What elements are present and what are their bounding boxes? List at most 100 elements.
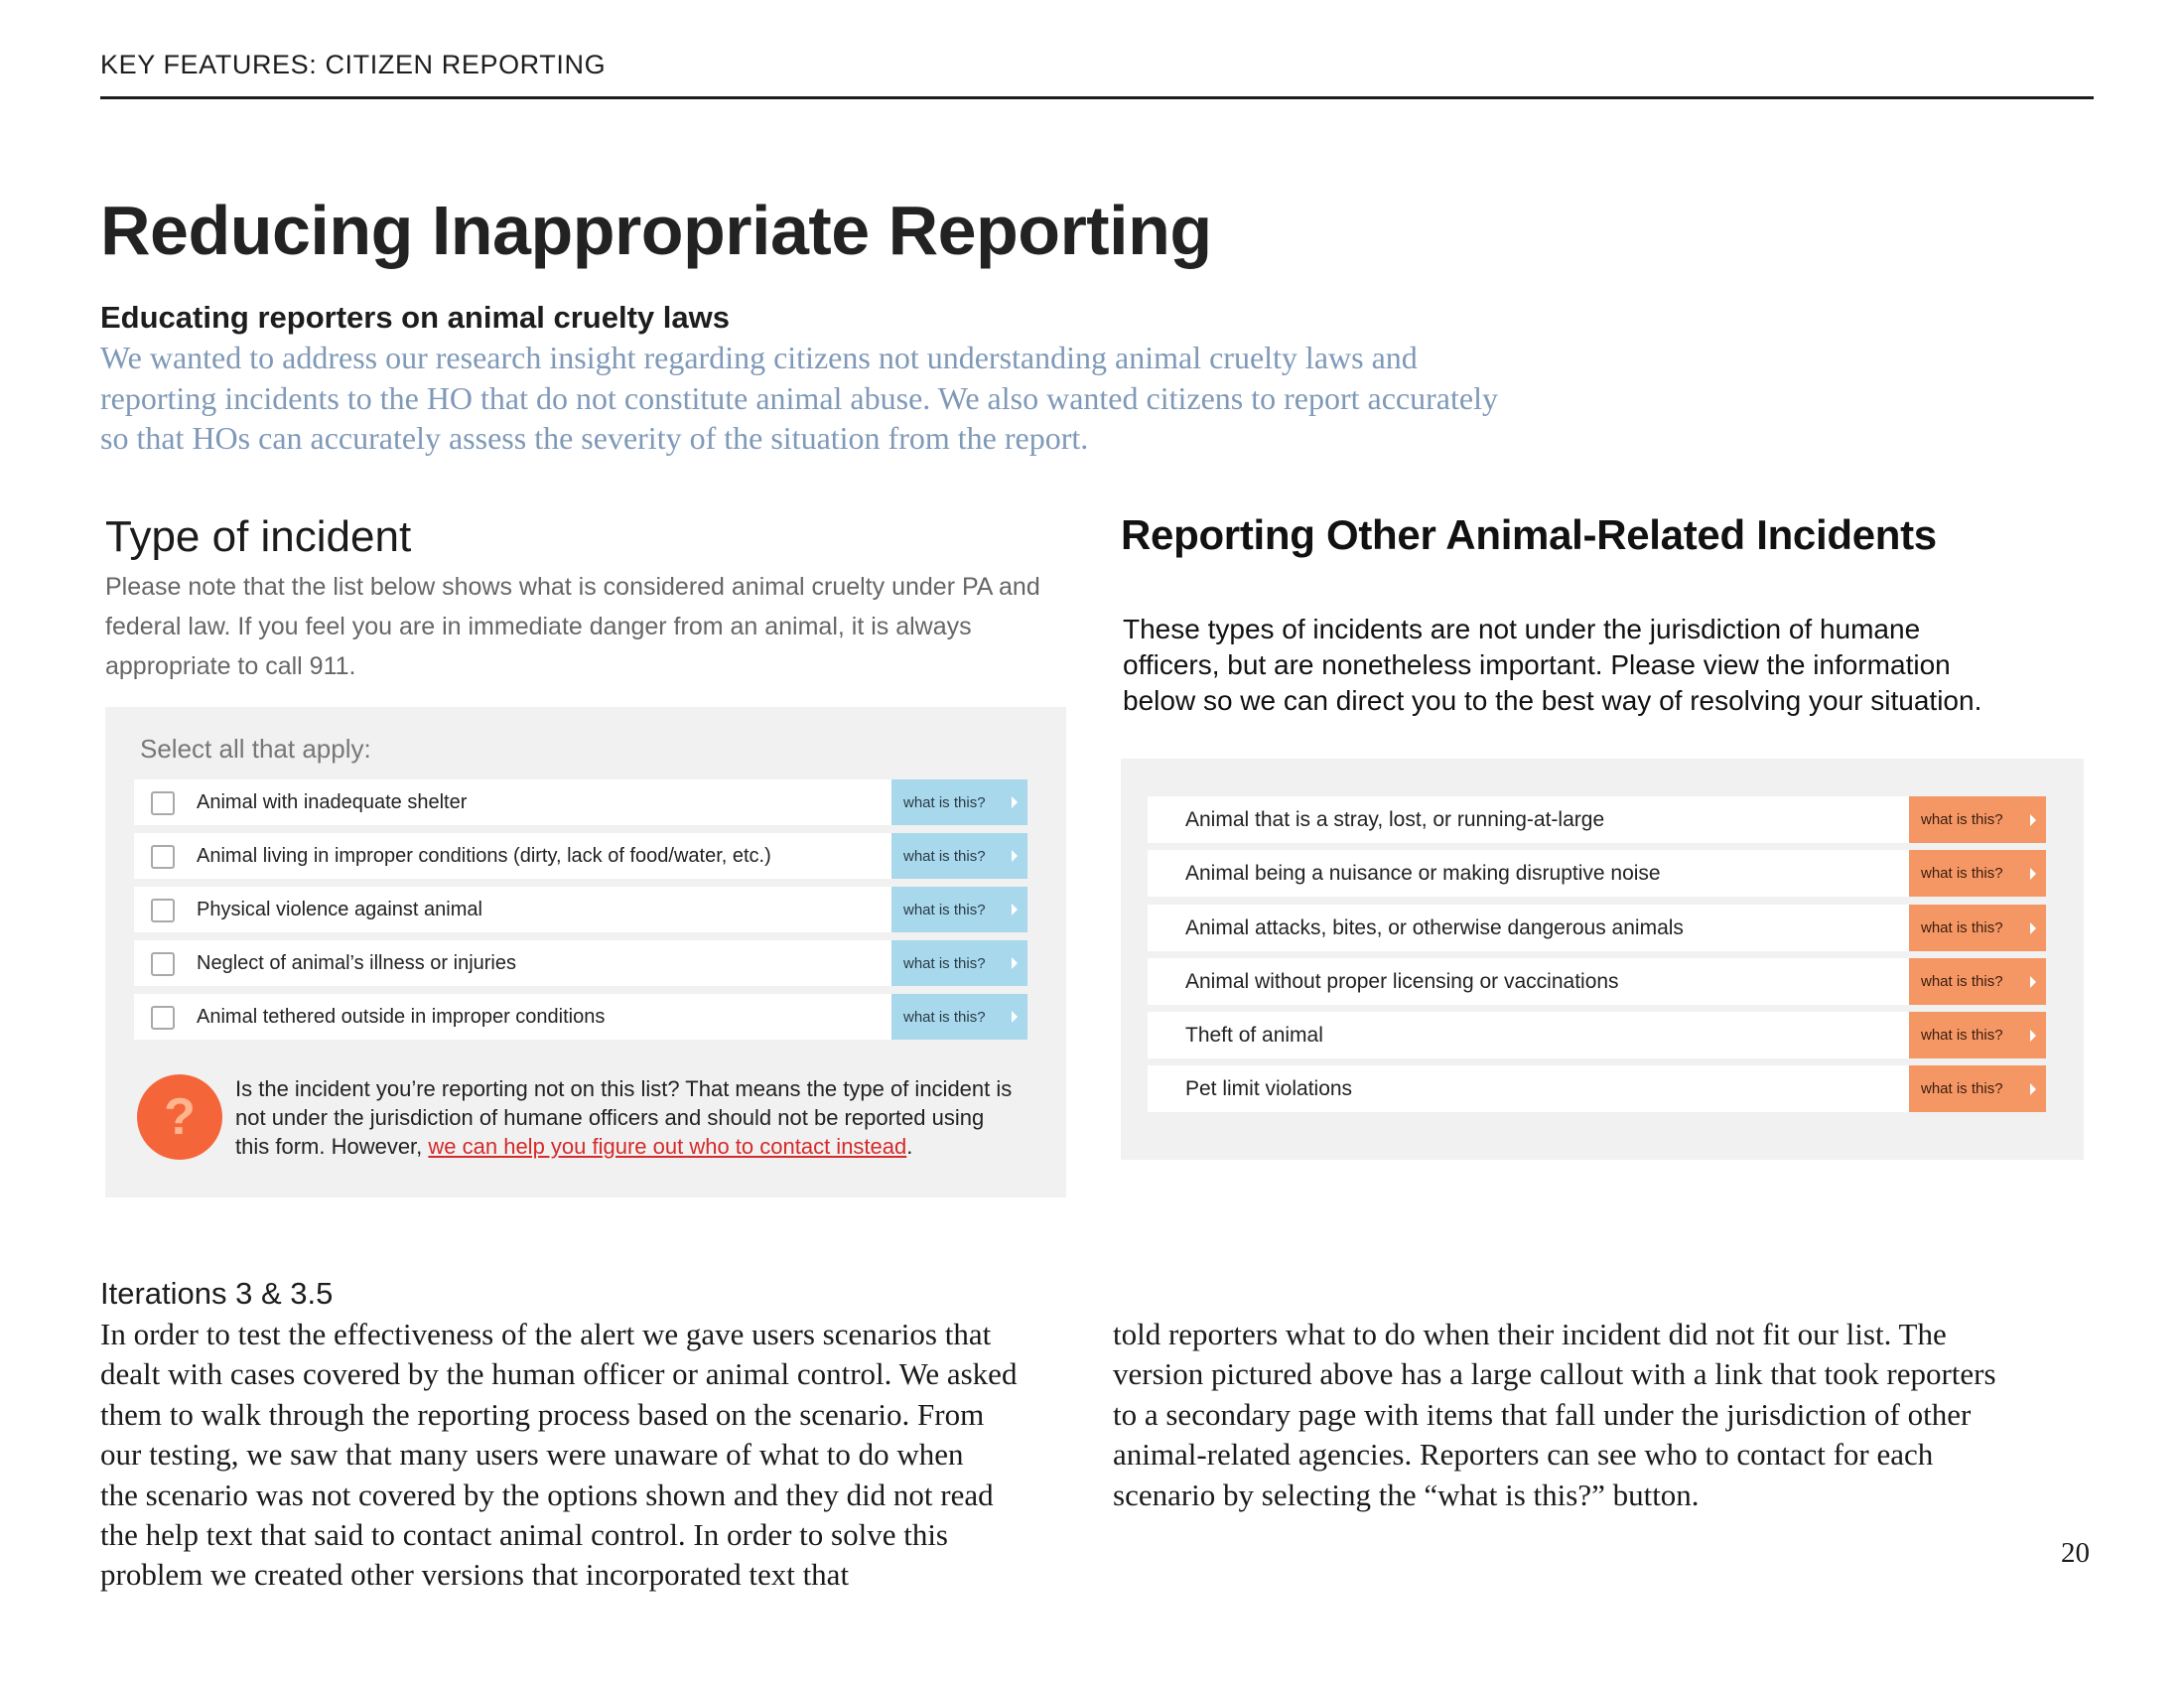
- chevron-right-icon: [1012, 796, 1018, 808]
- chevron-right-icon: [2030, 976, 2036, 988]
- chevron-right-icon: [2030, 868, 2036, 880]
- note-line: appropriate to call 911.: [105, 652, 356, 680]
- button-label: what is this?: [1921, 1027, 2003, 1044]
- body-column-right: told reporters what to do when their inc…: [1113, 1315, 2086, 1515]
- what-is-this-button[interactable]: what is this?: [1909, 1012, 2046, 1058]
- section-subhead: Educating reporters on animal cruelty la…: [100, 300, 730, 335]
- button-label: what is this?: [903, 954, 986, 972]
- callout-line: Is the incident you’re reporting not on …: [235, 1076, 1013, 1101]
- other-incident-row: Animal being a nuisance or making disrup…: [1148, 850, 2046, 897]
- option-label: Pet limit violations: [1185, 1077, 1353, 1100]
- running-head: KEY FEATURES: CITIZEN REPORTING: [100, 50, 607, 79]
- other-incident-row: Animal without proper licensing or vacci…: [1148, 958, 2046, 1005]
- button-label: what is this?: [1921, 811, 2003, 828]
- note-line: federal law. If you feel you are in imme…: [105, 613, 972, 640]
- what-is-this-button[interactable]: what is this?: [891, 887, 1027, 932]
- option-checkbox[interactable]: [151, 791, 175, 815]
- callout-line: this form. However,: [235, 1134, 429, 1159]
- option-checkbox[interactable]: [151, 899, 175, 922]
- body-line: scenario by selecting the “what is this?…: [1113, 1477, 1700, 1512]
- contact-help-link[interactable]: we can help you figure out who to contac…: [428, 1134, 907, 1159]
- option-label: Theft of animal: [1185, 1024, 1323, 1047]
- callout-line: not under the jurisdiction of humane off…: [235, 1105, 985, 1130]
- option-label: Animal being a nuisance or making disrup…: [1185, 862, 1661, 885]
- body-line: In order to test the effectiveness of th…: [100, 1317, 992, 1351]
- not-listed-callout: Is the incident you’re reporting not on …: [235, 1074, 1049, 1161]
- option-label: Animal living in improper conditions (di…: [197, 845, 771, 867]
- what-is-this-button[interactable]: what is this?: [891, 833, 1027, 879]
- option-label: Animal with inadequate shelter: [197, 791, 468, 813]
- desc-line: These types of incidents are not under t…: [1123, 614, 1921, 644]
- other-incident-row: Animal that is a stray, lost, or running…: [1148, 796, 2046, 843]
- chevron-right-icon: [1012, 904, 1018, 915]
- page-number: 20: [2061, 1537, 2090, 1569]
- body-line: dealt with cases covered by the human of…: [100, 1356, 1018, 1392]
- intro-line: We wanted to address our research insigh…: [100, 340, 1418, 375]
- chevron-right-icon: [2030, 1030, 2036, 1042]
- option-checkbox[interactable]: [151, 952, 175, 976]
- page-title: Reducing Inappropriate Reporting: [100, 192, 1212, 269]
- button-label: what is this?: [1921, 973, 2003, 990]
- incident-option-row: Animal living in improper conditions (di…: [134, 833, 1027, 879]
- body-line: the help text that said to contact anima…: [100, 1517, 948, 1553]
- intro-line: so that HOs can accurately assess the se…: [100, 420, 1089, 456]
- header-divider: [100, 96, 2094, 99]
- button-label: what is this?: [903, 1008, 986, 1026]
- chevron-right-icon: [1012, 957, 1018, 969]
- other-incidents-title: Reporting Other Animal-Related Incidents: [1121, 511, 1937, 558]
- incident-note: Please note that the list below shows wh…: [105, 567, 1058, 686]
- what-is-this-button[interactable]: what is this?: [1909, 958, 2046, 1005]
- body-column-left: In order to test the effectiveness of th…: [100, 1315, 1093, 1596]
- body-line: our testing, we saw that many users were…: [100, 1437, 964, 1473]
- option-label: Animal attacks, bites, or otherwise dang…: [1185, 916, 1684, 939]
- what-is-this-button[interactable]: what is this?: [1909, 905, 2046, 951]
- button-label: what is this?: [903, 793, 986, 811]
- other-incidents-panel: Animal that is a stray, lost, or running…: [1121, 759, 2084, 1160]
- other-incidents-description: These types of incidents are not under t…: [1123, 612, 2016, 719]
- chevron-right-icon: [2030, 1083, 2036, 1095]
- chevron-right-icon: [2030, 922, 2036, 934]
- body-line: the scenario was not covered by the opti…: [100, 1477, 994, 1512]
- other-incident-row: Animal attacks, bites, or otherwise dang…: [1148, 905, 2046, 951]
- what-is-this-button[interactable]: what is this?: [891, 940, 1027, 986]
- body-line: problem we created other versions that i…: [100, 1557, 850, 1593]
- other-incident-row: Pet limit violations what is this?: [1148, 1065, 2046, 1112]
- option-label: Physical violence against animal: [197, 899, 482, 920]
- body-line: animal-related agencies. Reporters can s…: [1113, 1437, 1934, 1473]
- body-line: to a secondary page with items that fall…: [1113, 1396, 1972, 1432]
- incident-option-row: Animal tethered outside in improper cond…: [134, 994, 1027, 1040]
- what-is-this-button[interactable]: what is this?: [891, 779, 1027, 825]
- button-label: what is this?: [1921, 919, 2003, 936]
- button-label: what is this?: [1921, 1080, 2003, 1097]
- button-label: what is this?: [903, 847, 986, 865]
- option-label: Neglect of animal’s illness or injuries: [197, 952, 516, 974]
- chevron-right-icon: [1012, 850, 1018, 862]
- button-label: what is this?: [1921, 865, 2003, 882]
- option-label: Animal that is a stray, lost, or running…: [1185, 808, 1605, 831]
- button-label: what is this?: [903, 901, 986, 918]
- type-of-incident-title: Type of incident: [105, 512, 412, 561]
- what-is-this-button[interactable]: what is this?: [1909, 1065, 2046, 1112]
- note-line: Please note that the list below shows wh…: [105, 573, 1040, 601]
- option-checkbox[interactable]: [151, 1006, 175, 1030]
- incident-option-row: Animal with inadequate shelter what is t…: [134, 779, 1027, 825]
- intro-line: reporting incidents to the HO that do no…: [100, 379, 1498, 416]
- option-label: Animal tethered outside in improper cond…: [197, 1006, 606, 1028]
- intro-paragraph: We wanted to address our research insigh…: [100, 338, 1649, 459]
- chevron-right-icon: [1012, 1011, 1018, 1023]
- chevron-right-icon: [2030, 814, 2036, 826]
- option-label: Animal without proper licensing or vacci…: [1185, 970, 1619, 993]
- desc-line: below so we can direct you to the best w…: [1123, 685, 1982, 716]
- body-line: them to walk through the reporting proce…: [100, 1396, 985, 1432]
- body-line: told reporters what to do when their inc…: [1113, 1317, 1947, 1351]
- what-is-this-button[interactable]: what is this?: [1909, 796, 2046, 843]
- body-line: version pictured above has a large callo…: [1113, 1356, 1996, 1392]
- option-checkbox[interactable]: [151, 845, 175, 869]
- desc-line: officers, but are nonetheless important.…: [1123, 649, 1951, 680]
- callout-suffix: .: [906, 1134, 913, 1159]
- select-all-label: Select all that apply:: [140, 734, 371, 764]
- what-is-this-button[interactable]: what is this?: [891, 994, 1027, 1040]
- question-mark-icon: ?: [137, 1074, 222, 1160]
- incident-option-row: Neglect of animal’s illness or injuries …: [134, 940, 1027, 986]
- what-is-this-button[interactable]: what is this?: [1909, 850, 2046, 897]
